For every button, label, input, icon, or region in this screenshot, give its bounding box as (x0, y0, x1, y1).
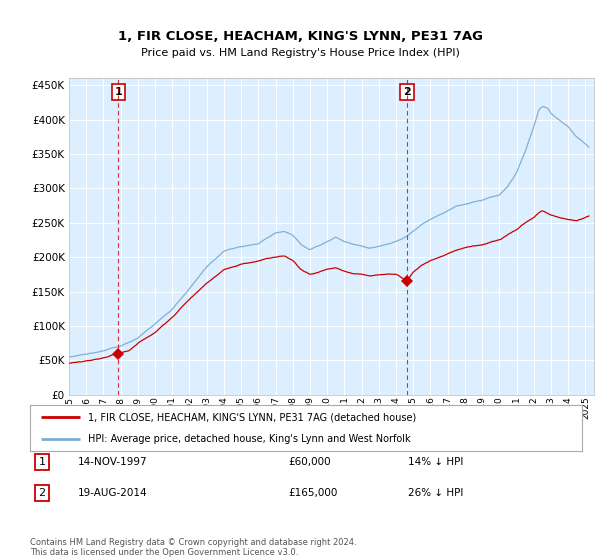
Text: 1: 1 (115, 87, 122, 97)
Text: Price paid vs. HM Land Registry's House Price Index (HPI): Price paid vs. HM Land Registry's House … (140, 48, 460, 58)
Text: Contains HM Land Registry data © Crown copyright and database right 2024.
This d: Contains HM Land Registry data © Crown c… (30, 538, 356, 557)
Text: 2: 2 (403, 87, 411, 97)
Text: 19-AUG-2014: 19-AUG-2014 (78, 488, 148, 498)
Text: 14% ↓ HPI: 14% ↓ HPI (408, 457, 463, 467)
Text: HPI: Average price, detached house, King's Lynn and West Norfolk: HPI: Average price, detached house, King… (88, 435, 410, 444)
Text: 1, FIR CLOSE, HEACHAM, KING'S LYNN, PE31 7AG: 1, FIR CLOSE, HEACHAM, KING'S LYNN, PE31… (118, 30, 482, 43)
Text: £60,000: £60,000 (288, 457, 331, 467)
Text: 14-NOV-1997: 14-NOV-1997 (78, 457, 148, 467)
Text: 2: 2 (38, 488, 46, 498)
Text: 26% ↓ HPI: 26% ↓ HPI (408, 488, 463, 498)
Text: 1: 1 (38, 457, 46, 467)
Text: 1, FIR CLOSE, HEACHAM, KING'S LYNN, PE31 7AG (detached house): 1, FIR CLOSE, HEACHAM, KING'S LYNN, PE31… (88, 412, 416, 422)
Text: £165,000: £165,000 (288, 488, 337, 498)
